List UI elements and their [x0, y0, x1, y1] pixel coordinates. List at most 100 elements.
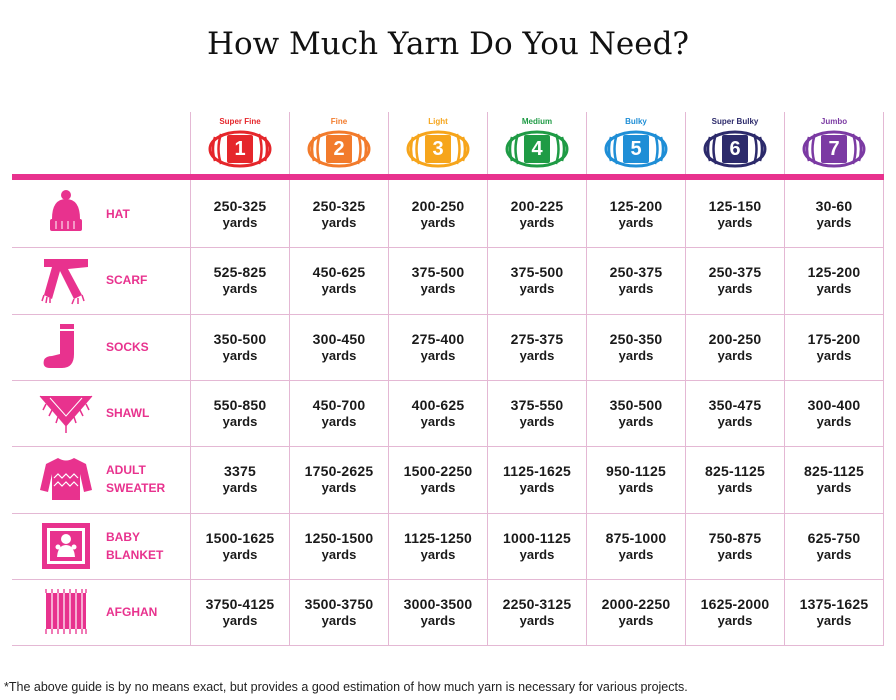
yardage-unit: yards: [717, 547, 753, 562]
column-divider: [586, 112, 587, 645]
baby-blanket-icon: [38, 521, 94, 571]
table-cell: 250-325 yards: [191, 181, 289, 247]
yardage-range: 2250-3125: [502, 596, 572, 612]
weight-label: Super Bulky: [711, 117, 759, 126]
table-cell: 450-700 yards: [290, 380, 388, 446]
weight-label: Fine: [330, 117, 348, 126]
yardage-unit: yards: [321, 613, 357, 628]
yardage-unit: yards: [816, 414, 852, 429]
yardage-range: 3500-3750: [304, 596, 374, 612]
table-cell: 1250-1500 yards: [290, 513, 388, 579]
yardage-range: 750-875: [708, 530, 762, 546]
yardage-range: 875-1000: [605, 530, 667, 546]
table-cell: 875-1000 yards: [587, 513, 685, 579]
footnote: *The above guide is by no means exact, b…: [4, 680, 688, 694]
yardage-unit: yards: [618, 348, 654, 363]
yardage-unit: yards: [519, 414, 555, 429]
table-cell: 250-350 yards: [587, 314, 685, 380]
yardage-range: 1375-1625: [799, 596, 869, 612]
yardage-range: 625-750: [807, 530, 861, 546]
table-cell: 300-400 yards: [785, 380, 883, 446]
yardage-range: 350-475: [708, 397, 762, 413]
yarn-skein-icon: 5: [603, 129, 669, 169]
weight-header-5: Bulky 5: [587, 114, 685, 174]
yardage-range: 450-700: [312, 397, 366, 413]
project-row-header: SOCKS: [12, 314, 190, 380]
yardage-unit: yards: [816, 480, 852, 495]
yarn-skein-icon: 1: [207, 129, 273, 169]
yardage-range: 275-400: [411, 331, 465, 347]
table-cell: 200-250 yards: [389, 181, 487, 247]
yardage-range: 1125-1250: [404, 530, 472, 546]
weight-header-4: Medium 4: [488, 114, 586, 174]
table-cell: 200-250 yards: [686, 314, 784, 380]
project-label: ADULT SWEATER: [106, 463, 166, 495]
yardage-range: 250-375: [708, 264, 762, 280]
table-cell: 1125-1250 yards: [389, 513, 487, 579]
yardage-range: 3750-4125: [205, 596, 275, 612]
yardage-unit: yards: [519, 281, 555, 296]
yardage-unit: yards: [519, 215, 555, 230]
project-label: AFGHAN: [106, 605, 158, 619]
table-cell: 375-500 yards: [389, 247, 487, 313]
table-cell: 125-200 yards: [785, 247, 883, 313]
column-divider: [289, 112, 290, 645]
column-divider: [685, 112, 686, 645]
table-cell: 750-875 yards: [686, 513, 784, 579]
table-cell: 350-500 yards: [191, 314, 289, 380]
yardage-unit: yards: [420, 414, 456, 429]
yardage-range: 200-250: [411, 198, 465, 214]
yardage-range: 250-325: [213, 198, 267, 214]
row-divider: [12, 314, 884, 315]
table-cell: 1375-1625 yards: [785, 579, 883, 645]
column-divider: [190, 112, 191, 645]
yardage-unit: yards: [222, 613, 258, 628]
weight-header-2: Fine 2: [290, 114, 388, 174]
table-cell: 1125-1625 yards: [488, 446, 586, 512]
table-cell: 825-1125 yards: [686, 446, 784, 512]
table-cell: 3750-4125 yards: [191, 579, 289, 645]
column-divider: [487, 112, 488, 645]
yardage-unit: yards: [519, 348, 555, 363]
yardage-range: 125-200: [609, 198, 663, 214]
hat-icon: [38, 189, 94, 239]
sweater-icon: [38, 454, 94, 504]
yardage-unit: yards: [618, 281, 654, 296]
yardage-range: 175-200: [807, 331, 861, 347]
table-cell: 1500-1625 yards: [191, 513, 289, 579]
table-cell: 2000-2250 yards: [587, 579, 685, 645]
yardage-unit: yards: [717, 281, 753, 296]
project-label: HAT: [106, 207, 130, 221]
weight-number: 1: [234, 138, 246, 160]
yardage-unit: yards: [420, 480, 456, 495]
table-cell: 375-550 yards: [488, 380, 586, 446]
yardage-unit: yards: [519, 547, 555, 562]
yardage-unit: yards: [321, 547, 357, 562]
row-divider: [12, 579, 884, 580]
table-cell: 250-325 yards: [290, 181, 388, 247]
yardage-range: 825-1125: [804, 463, 864, 479]
table-cell: 200-225 yards: [488, 181, 586, 247]
row-divider: [12, 513, 884, 514]
yardage-range: 250-325: [312, 198, 366, 214]
yarn-skein-icon: 7: [801, 129, 867, 169]
weight-number: 4: [531, 138, 543, 160]
yardage-range: 375-500: [411, 264, 465, 280]
project-label: SHAWL: [106, 406, 150, 420]
table-cell: 350-500 yards: [587, 380, 685, 446]
weight-header-7: Jumbo 7: [785, 114, 883, 174]
weight-label: Light: [428, 117, 448, 126]
yardage-unit: yards: [618, 613, 654, 628]
yardage-range: 300-400: [807, 397, 861, 413]
project-row-header: HAT: [12, 181, 190, 247]
table-cell: 375-500 yards: [488, 247, 586, 313]
project-label: SCARF: [106, 273, 148, 287]
weight-label: Jumbo: [820, 117, 848, 126]
yardage-unit: yards: [420, 547, 456, 562]
project-row-header: SHAWL: [12, 380, 190, 446]
table-cell: 625-750 yards: [785, 513, 883, 579]
table-cell: 550-850 yards: [191, 380, 289, 446]
project-row-header: BABY BLANKET: [12, 513, 190, 579]
row-divider: [12, 380, 884, 381]
